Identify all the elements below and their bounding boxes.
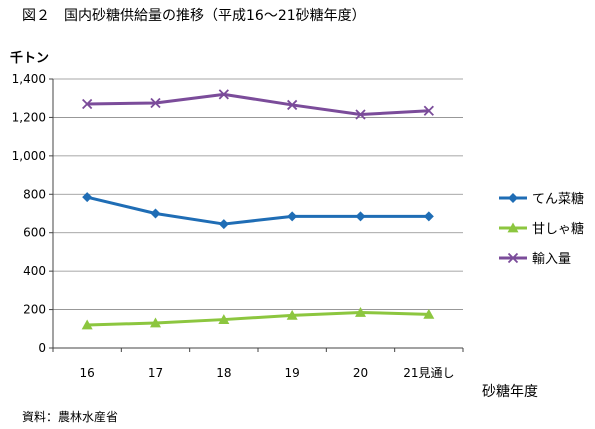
x-tick-label: 20	[353, 366, 368, 380]
y-tick-label: 400	[23, 264, 46, 278]
y-tick-label: 800	[23, 187, 46, 201]
data-point-import	[287, 99, 298, 111]
data-point-import	[150, 97, 161, 109]
gridlines	[53, 78, 463, 310]
y-tick-label: 1,200	[12, 110, 46, 124]
data-point-tensai	[218, 219, 229, 230]
legend-entry-kansha: 甘しゃ糖	[499, 221, 584, 237]
series-tensai	[82, 192, 434, 230]
legend-marker-import	[507, 252, 519, 264]
data-point-import	[82, 98, 93, 110]
y-tick-label: 0	[38, 341, 46, 355]
series-line-kansha	[87, 310, 429, 327]
data-point-kansha	[355, 306, 366, 317]
data-point-tensai	[287, 211, 298, 222]
data-point-tensai	[355, 211, 366, 222]
source-note: 資料：農林水産省	[22, 409, 118, 424]
data-point-import	[355, 109, 366, 120]
y-tick-label: 1,000	[12, 149, 46, 163]
x-tick-label: 19	[285, 366, 300, 380]
x-tick-label: 18	[216, 366, 231, 380]
series-kansha	[81, 306, 435, 330]
series-line-import	[87, 92, 429, 117]
y-tick-label: 600	[23, 226, 46, 240]
x-tick-label: 16	[80, 366, 95, 380]
legend-entry-tensai: てん菜糖	[499, 191, 584, 207]
data-point-kansha	[81, 319, 93, 330]
y-tick-label: 1,400	[12, 72, 46, 86]
data-point-kansha	[286, 309, 298, 320]
axes	[49, 78, 464, 352]
data-point-tensai	[82, 192, 93, 203]
data-point-import	[423, 105, 434, 116]
data-point-kansha	[218, 314, 230, 324]
data-point-tensai	[150, 208, 161, 219]
legend-entry-import: 輸入量	[499, 252, 571, 267]
series-import	[82, 89, 434, 120]
data-point-kansha	[423, 308, 435, 319]
data-point-kansha	[150, 317, 161, 328]
y-tick-label: 200	[23, 303, 46, 317]
legend-label-import: 輸入量	[532, 252, 571, 267]
series-line-tensai	[86, 195, 429, 226]
x-axis-label: 砂糖年度	[482, 384, 538, 400]
tick-labels: 0 200 400 600 800 1,000 1,200 1,400 16 17 18 19 20 21…	[12, 72, 455, 380]
data-point-import	[218, 89, 229, 100]
x-tick-label: 17	[148, 366, 163, 380]
series-group	[81, 89, 435, 330]
legend-marker-kansha	[507, 222, 519, 233]
legend-label-tensai: てん菜糖	[532, 191, 584, 207]
x-tick-label: 21見通し	[403, 366, 454, 380]
y-axis-unit-label: 千トン	[10, 50, 49, 66]
chart-title: 図２ 国内砂糖供給量の推移（平成16～21砂糖年度）	[22, 8, 366, 24]
legend-label-kansha: 甘しゃ糖	[532, 221, 584, 237]
legend-marker-tensai	[508, 193, 518, 203]
data-point-tensai	[423, 211, 434, 222]
